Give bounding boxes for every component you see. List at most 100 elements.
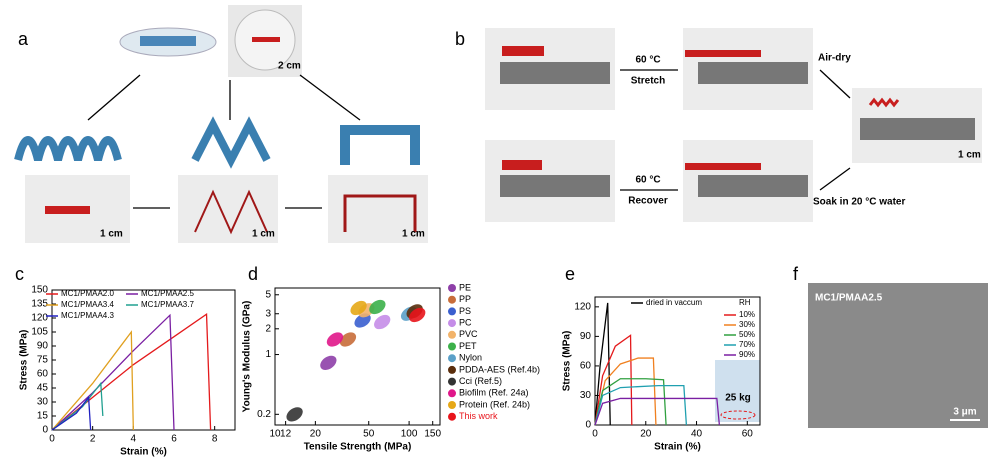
data-ellipse <box>339 332 357 347</box>
plot-frame <box>274 287 441 426</box>
annotation: 25 kg <box>725 393 751 404</box>
x-axis-label: Tensile Strength (MPa) <box>304 442 412 453</box>
line-series <box>594 334 633 426</box>
arrows <box>620 69 851 191</box>
legend-entry: This work <box>459 411 498 421</box>
x-axis-label: Strain (%) <box>654 442 701 453</box>
legend-swatch <box>448 330 456 339</box>
sample-label: MC1/PMAA2.5 <box>815 293 883 304</box>
y-tick-label: 60 <box>580 361 592 372</box>
legend-entry: Cci (Ref.5) <box>459 376 502 386</box>
scale-bar: 1 cm <box>100 229 123 240</box>
panel-label: e <box>565 264 575 284</box>
y-tick-label: 30 <box>37 397 49 408</box>
legend-entry: PDDA-AES (Ref.4b) <box>459 364 540 374</box>
line-series <box>594 378 667 426</box>
legend-swatch <box>448 365 456 374</box>
data-ellipse <box>409 307 426 323</box>
y-tick-label: 0 <box>585 420 591 431</box>
legend-swatch <box>448 319 456 328</box>
legend-swatch <box>448 377 456 386</box>
line-series <box>51 395 92 431</box>
y-tick-label: 150 <box>31 285 48 296</box>
data-ellipse <box>354 313 371 328</box>
caption: Stretch <box>631 76 665 87</box>
legend-swatch <box>448 389 456 398</box>
caption: Recover <box>628 196 668 207</box>
legend-entry: PS <box>459 306 471 316</box>
caption: Soak in 20 °C water <box>813 197 905 208</box>
y-tick-label: 3 <box>265 308 271 319</box>
legend-title: RH <box>739 298 751 307</box>
x-tick-label: 6 <box>171 434 177 445</box>
legend-entry: MC1/PMAA3.7 <box>141 300 194 309</box>
sample <box>194 189 268 235</box>
legend-entry: MC1/PMAA2.0 <box>61 289 114 298</box>
panel-label: d <box>248 264 258 284</box>
legend-entry: Nylon <box>459 353 482 363</box>
x-tick-label: 150 <box>424 429 441 440</box>
x-tick-label: 0 <box>49 434 55 445</box>
panel-label: b <box>455 29 465 49</box>
x-tick-label: 40 <box>691 429 703 440</box>
x-tick-label: 4 <box>131 434 137 445</box>
line-series <box>51 313 175 431</box>
legend-entry: 70% <box>739 340 755 349</box>
y-tick-label: 0.2 <box>257 409 271 420</box>
scale-bar: 1 cm <box>958 150 981 161</box>
plot-frame <box>594 296 761 426</box>
film <box>140 36 196 46</box>
caption: 60 °C <box>635 175 660 186</box>
y-tick-label: 120 <box>574 301 591 312</box>
legend-swatch <box>448 295 456 304</box>
y-tick-label: 75 <box>37 355 49 366</box>
x-tick-label: 12 <box>280 429 292 440</box>
y-tick-label: 105 <box>31 327 48 338</box>
x-tick-label: 60 <box>742 429 754 440</box>
film <box>252 37 280 42</box>
legend-swatch <box>448 401 456 409</box>
x-axis-label: Strain (%) <box>120 447 167 458</box>
ruler <box>500 175 610 197</box>
sample <box>685 50 761 57</box>
legend-entry: PVC <box>459 329 478 339</box>
legend-entry: PC <box>459 317 472 327</box>
y-tick-label: 1 <box>265 349 271 360</box>
x-tick-label: 50 <box>363 429 375 440</box>
m-shape <box>191 116 271 169</box>
data-ellipse <box>374 314 391 330</box>
legend-entry: 30% <box>739 320 755 329</box>
arch-shape <box>340 125 420 165</box>
x-tick-label: 8 <box>212 434 218 445</box>
sample <box>868 97 900 108</box>
ruler <box>500 62 610 84</box>
arrows <box>87 74 361 209</box>
legend-entry: PET <box>459 341 477 351</box>
y-tick-label: 2 <box>265 323 271 334</box>
legend-entry: 50% <box>739 330 755 339</box>
legend-entry: 90% <box>739 350 755 359</box>
legend-entry: Protein (Ref. 24b) <box>459 399 530 409</box>
y-axis-label: Stress (MPa) <box>19 330 30 391</box>
line-series <box>51 381 104 431</box>
y-tick-label: 15 <box>37 411 49 422</box>
highlight <box>720 410 756 420</box>
legend-entry: MC1/PMAA4.3 <box>61 311 114 320</box>
legend-entry: PE <box>459 282 471 292</box>
panel-a: a 2 cm 1 cm 1 cm 1 cm <box>14 5 428 243</box>
panel-label: f <box>793 264 799 284</box>
panel-label: a <box>18 29 29 49</box>
legend-entry: 10% <box>739 310 755 319</box>
y-axis-label: Young's Modulus (GPa) <box>242 301 253 413</box>
legend-swatch <box>448 354 456 363</box>
y-tick-label: 0 <box>42 425 48 436</box>
legend-swatch <box>448 412 456 421</box>
y-tick-label: 30 <box>580 390 592 401</box>
scale-bar: 1 cm <box>402 229 425 240</box>
legend-swatch <box>448 307 456 316</box>
panel-b: b 60 °C Stretch Air-dry 1 cm Soak in 20 … <box>455 28 982 222</box>
legend-entry: MC1/PMAA2.5 <box>141 289 194 298</box>
x-tick-label: 20 <box>310 429 322 440</box>
spiral-shape <box>14 136 122 162</box>
data-ellipse <box>326 332 344 347</box>
